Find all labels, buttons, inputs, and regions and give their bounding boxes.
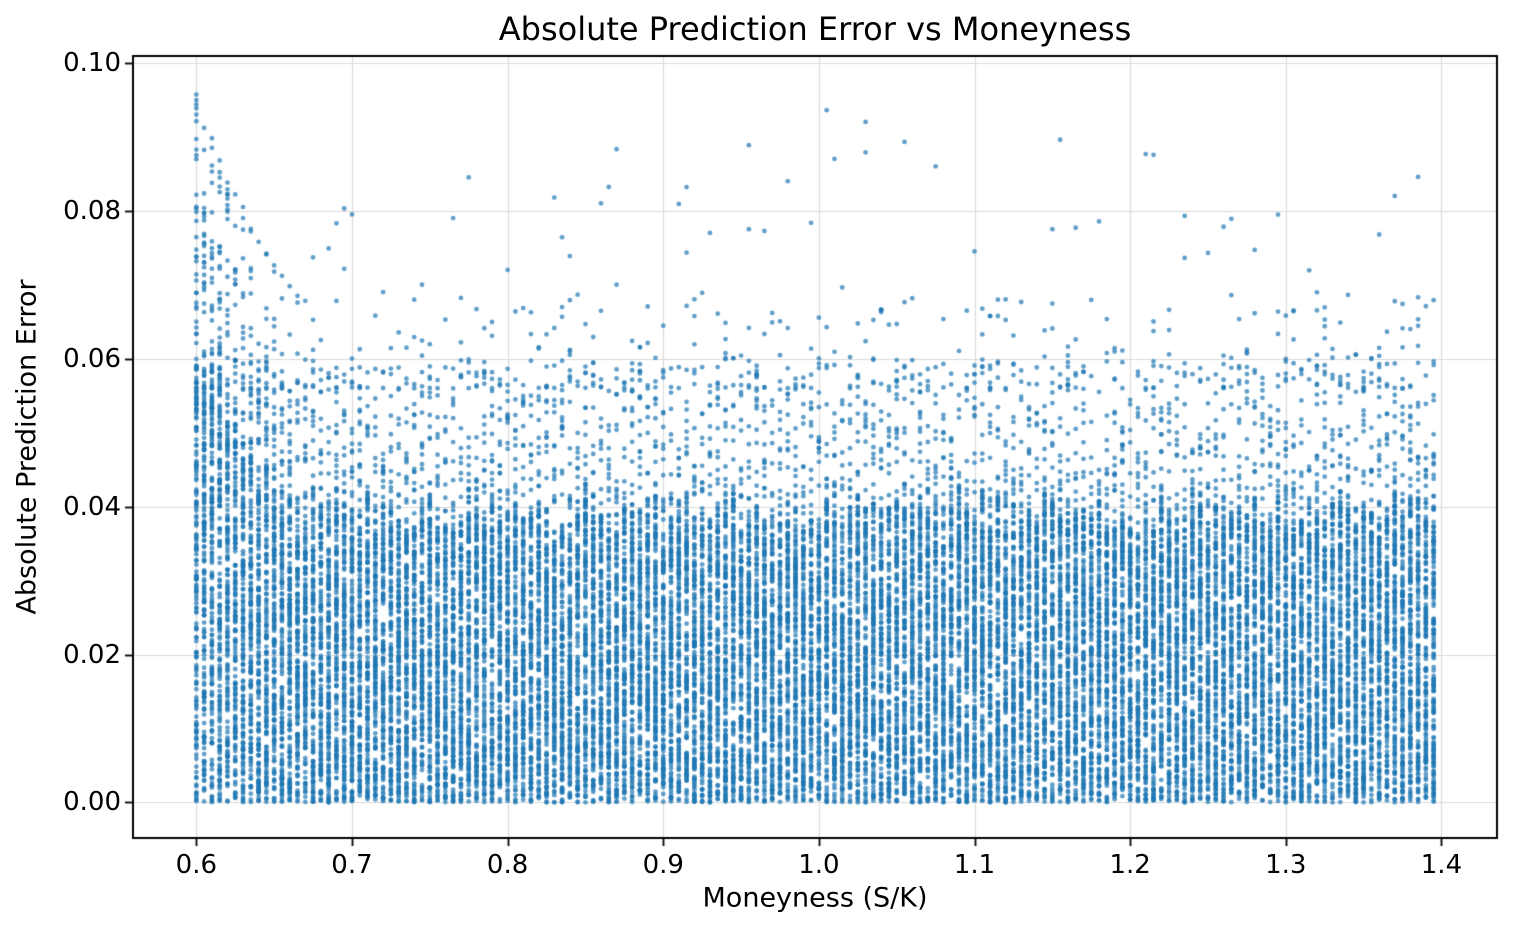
- y-tick-label: 0.06: [63, 343, 121, 374]
- x-tick-label: 0.9: [642, 850, 684, 880]
- y-tick-label: 0.04: [63, 491, 121, 522]
- y-tick-label: 0.10: [63, 47, 121, 78]
- x-tick-label: 1.3: [1265, 850, 1307, 880]
- y-tick-label: 0.08: [63, 195, 121, 226]
- y-tick-label: 0.00: [63, 787, 121, 818]
- x-tick-label: 1.2: [1109, 850, 1151, 880]
- x-tick-label: 1.0: [798, 850, 840, 880]
- x-tick-label: 0.7: [331, 850, 373, 880]
- x-axis-label: Moneyness (S/K): [702, 882, 928, 914]
- y-axis-label: Absolute Prediction Error: [11, 279, 43, 615]
- x-tick-label: 1.4: [1420, 850, 1463, 880]
- chart-title: Absolute Prediction Error vs Moneyness: [498, 10, 1132, 48]
- x-tick-label: 0.6: [175, 850, 218, 880]
- y-tick-label: 0.02: [63, 639, 121, 670]
- x-tick-label: 1.1: [953, 850, 996, 880]
- x-tick-label: 0.8: [486, 850, 529, 880]
